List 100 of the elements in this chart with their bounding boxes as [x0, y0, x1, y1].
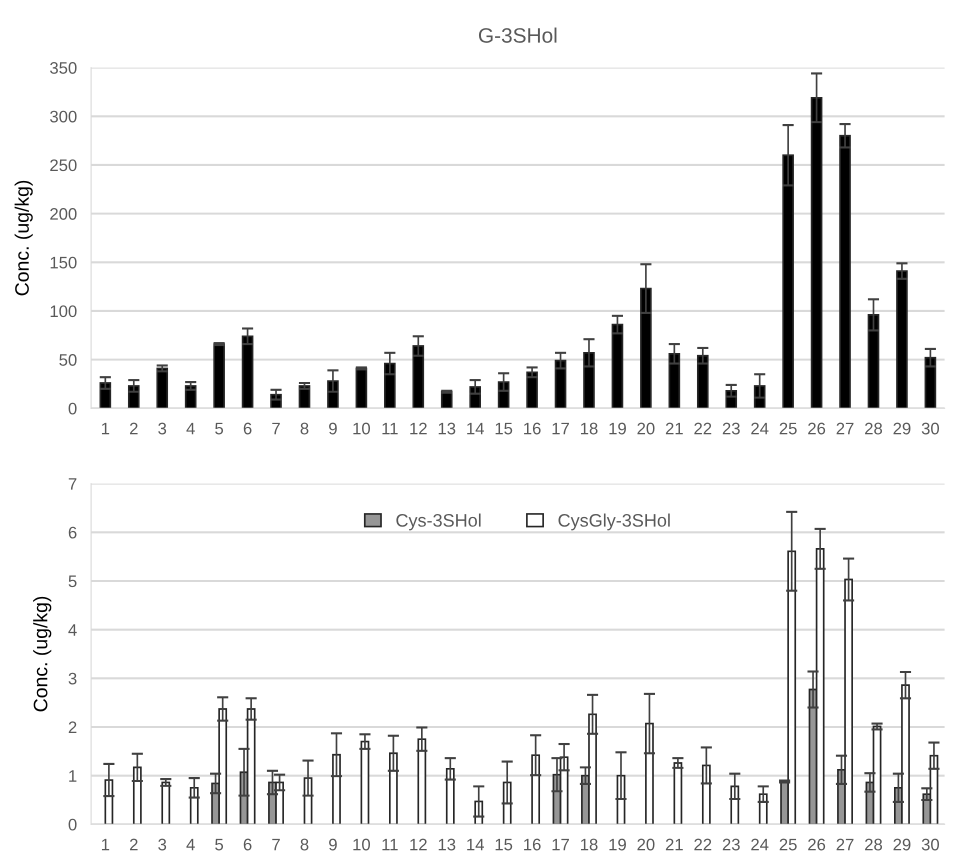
y-tick-label: 3	[68, 672, 76, 685]
x-tick-label: 19	[609, 422, 626, 434]
x-tick-label: 4	[186, 422, 195, 434]
x-tick-label: 3	[158, 422, 166, 434]
bar	[924, 356, 936, 408]
y-tick-label: 2	[68, 721, 76, 734]
x-tick-label: 10	[353, 838, 370, 850]
bar	[156, 368, 168, 408]
x-tick-label: 20	[637, 422, 655, 434]
x-tick-label: 11	[382, 838, 398, 850]
x-tick-label: 13	[438, 422, 456, 434]
x-tick-label: 1	[102, 422, 110, 434]
x-tick-label: 22	[694, 422, 712, 434]
x-tick-label: 25	[780, 838, 797, 850]
bar	[612, 324, 624, 408]
x-tick-label: 16	[524, 838, 541, 850]
x-tick-label: 9	[329, 422, 337, 434]
bar	[526, 371, 538, 408]
y-tick-label: 50	[59, 354, 77, 366]
x-tick-label: 28	[865, 838, 882, 850]
x-tick-label: 5	[215, 838, 224, 850]
y-tick-label: 100	[50, 305, 77, 318]
bar	[298, 385, 310, 408]
bar	[554, 360, 566, 408]
x-tick-label: 12	[410, 422, 427, 434]
y-axis-title: Conc. (ug/kg)	[33, 596, 52, 712]
x-tick-label: 18	[580, 838, 598, 850]
bar	[446, 768, 455, 824]
x-tick-label: 3	[158, 838, 166, 850]
x-tick-label: 2	[130, 838, 138, 850]
x-tick-label: 27	[836, 422, 854, 434]
x-tick-label: 18	[580, 422, 598, 434]
bar	[839, 134, 851, 408]
x-tick-label: 14	[467, 422, 484, 434]
bar	[696, 354, 709, 408]
x-tick-label: 20	[637, 838, 655, 850]
x-tick-label: 23	[722, 838, 740, 850]
x-tick-label: 23	[722, 422, 740, 434]
x-tick-label: 17	[552, 838, 569, 850]
x-tick-label: 7	[272, 422, 280, 434]
bar	[640, 288, 652, 408]
x-tick-label: 15	[496, 838, 512, 850]
x-tick-label: 22	[694, 838, 712, 850]
x-tick-label: 28	[865, 422, 882, 434]
x-tick-label: 29	[894, 838, 910, 850]
y-tick-label: 300	[50, 110, 77, 122]
x-tick-label: 6	[244, 838, 252, 850]
x-tick-label: 19	[609, 838, 626, 850]
x-tick-label: 10	[353, 422, 370, 434]
y-tick-label: 4	[68, 624, 77, 636]
y-tick-label: 150	[50, 256, 77, 269]
x-tick-label: 1	[102, 838, 110, 850]
x-tick-label: 26	[808, 422, 826, 434]
y-tick-label: 5	[68, 576, 77, 588]
x-tick-label: 25	[780, 422, 797, 434]
bar	[645, 722, 654, 824]
x-tick-label: 13	[438, 838, 456, 850]
x-tick-label: 5	[215, 422, 224, 434]
x-tick-label: 8	[300, 422, 308, 434]
x-tick-label: 30	[922, 422, 940, 434]
x-tick-label: 16	[524, 422, 541, 434]
chart-title: G-3SHol	[478, 28, 556, 43]
y-tick-label: 200	[50, 208, 77, 220]
x-tick-label: 9	[329, 838, 337, 850]
x-tick-label: 30	[922, 838, 940, 850]
y-tick-label: 1	[69, 770, 76, 782]
legend-label: Cys-3SHol	[396, 514, 481, 530]
bar	[782, 154, 794, 408]
x-tick-label: 4	[186, 838, 195, 850]
y-tick-label: 0	[68, 818, 77, 831]
x-tick-label: 6	[244, 422, 252, 434]
x-tick-label: 21	[666, 838, 683, 850]
bar	[868, 314, 880, 408]
bar	[896, 270, 908, 408]
x-tick-label: 2	[130, 422, 138, 434]
x-tick-label: 24	[751, 838, 768, 850]
x-tick-label: 15	[496, 422, 512, 434]
x-tick-label: 24	[751, 422, 768, 434]
bar	[674, 762, 682, 824]
x-tick-label: 26	[808, 838, 826, 850]
bar	[668, 352, 680, 408]
bar	[810, 96, 822, 408]
x-tick-label: 14	[467, 838, 484, 850]
x-tick-label: 27	[836, 838, 854, 850]
bar	[104, 779, 114, 824]
x-tick-label: 12	[410, 838, 427, 850]
y-tick-label: 250	[50, 159, 77, 172]
y-axis-title: Conc. (ug/kg)	[14, 180, 33, 296]
y-tick-label: 7	[68, 478, 76, 490]
bar	[389, 752, 398, 824]
bar	[417, 738, 426, 824]
bar	[412, 345, 424, 408]
x-tick-label: 29	[894, 422, 910, 434]
legend-label: CysGly-3SHol	[558, 514, 670, 530]
y-tick-label: 6	[68, 526, 76, 539]
x-tick-label: 21	[666, 422, 683, 434]
bar	[360, 740, 370, 824]
x-tick-label: 11	[382, 422, 398, 434]
bar	[356, 368, 368, 408]
bar	[242, 335, 254, 408]
